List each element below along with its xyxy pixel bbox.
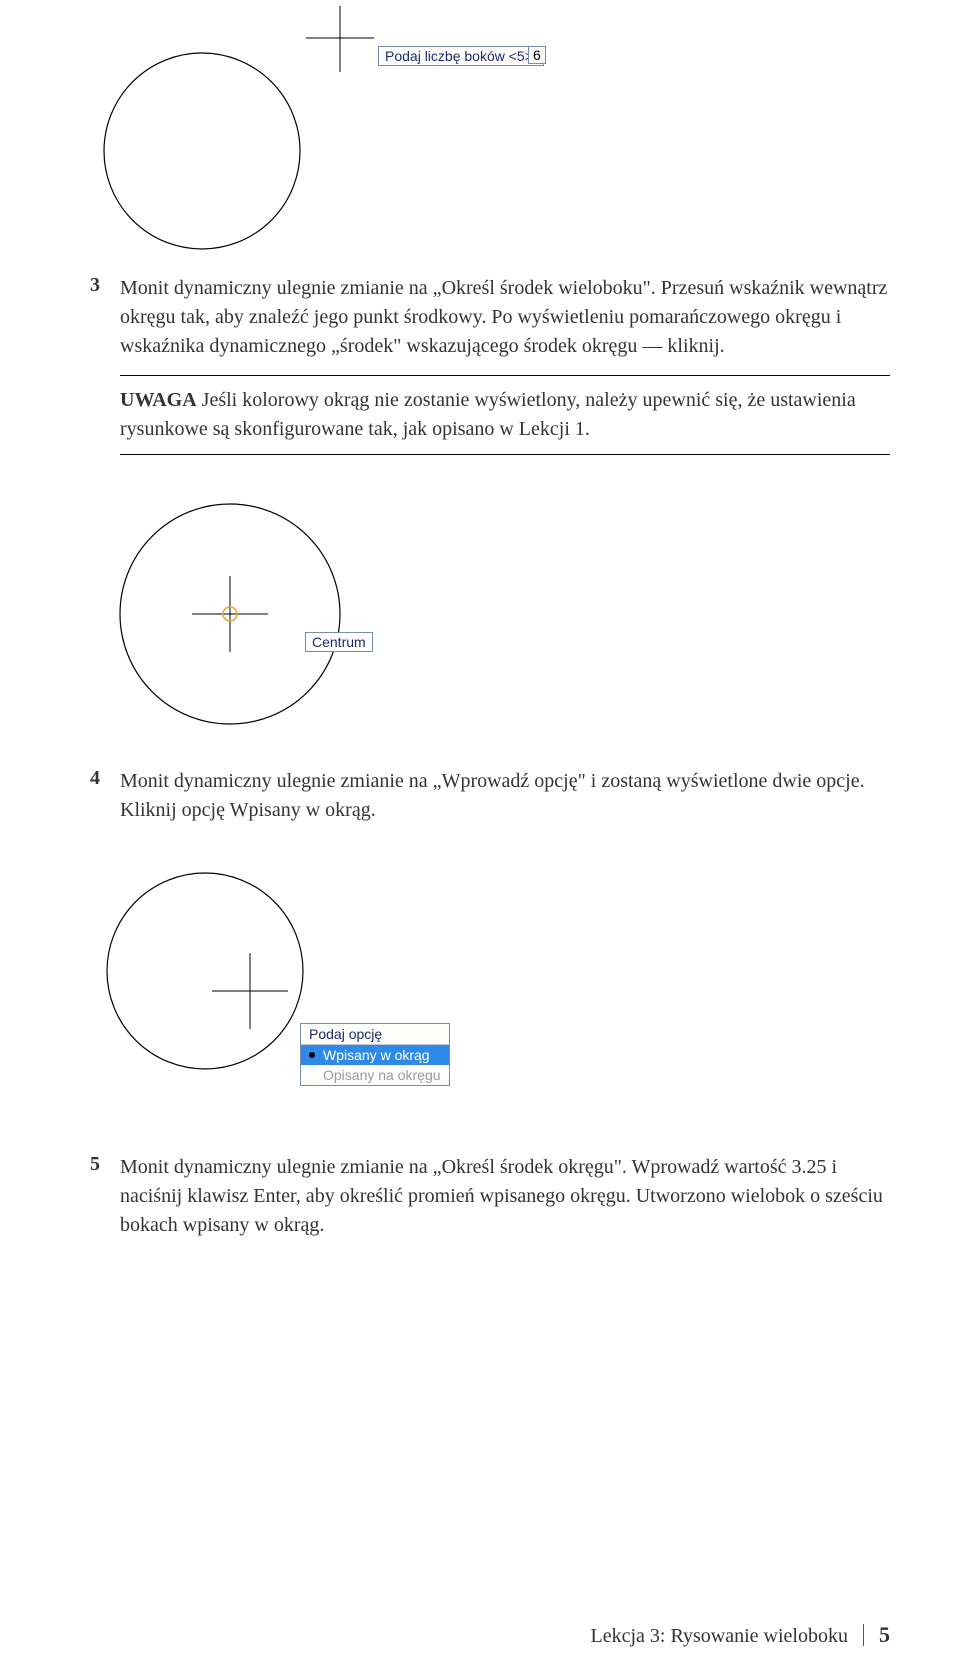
fig3-circle xyxy=(107,873,303,1069)
figure-3-svg xyxy=(90,843,590,1133)
fig3-menu-header: Podaj opcję xyxy=(301,1024,449,1045)
fig1-tooltip: Podaj liczbę boków <5>: xyxy=(378,46,544,66)
note-label: UWAGA xyxy=(120,389,197,411)
figure-2-svg xyxy=(90,469,590,759)
step-4-number: 4 xyxy=(90,767,120,825)
fig3-menu-item-circumscribed[interactable]: Opisany na okręgu xyxy=(301,1065,449,1085)
bullet-icon xyxy=(309,1052,315,1058)
page-footer: Lekcja 3: Rysowanie wieloboku 5 xyxy=(591,1622,890,1648)
fig3-menu-item-inscribed[interactable]: Wpisany w okrąg xyxy=(301,1045,449,1065)
step-5-number: 5 xyxy=(90,1153,120,1240)
figure-3: Podaj opcję Wpisany w okrąg Opisany na o… xyxy=(90,843,890,1133)
fig1-input[interactable]: 6 xyxy=(528,46,546,64)
fig2-tooltip: Centrum xyxy=(305,632,373,652)
footer-title: Lekcja 3: Rysowanie wieloboku xyxy=(591,1625,848,1647)
note-box: UWAGA Jeśli kolorowy okrąg nie zostanie … xyxy=(120,375,890,455)
note-text: Jeśli kolorowy okrąg nie zostanie wyświe… xyxy=(120,389,856,440)
footer-page-number: 5 xyxy=(879,1622,890,1647)
fig3-crosshair xyxy=(212,953,288,1029)
step-5: 5 Monit dynamiczny ulegnie zmianie na „O… xyxy=(90,1153,890,1240)
step-5-text: Monit dynamiczny ulegnie zmianie na „Okr… xyxy=(120,1153,890,1240)
step-3: 3 Monit dynamiczny ulegnie zmianie na „O… xyxy=(90,274,890,361)
figure-1-svg xyxy=(90,6,590,266)
figure-1: Podaj liczbę boków <5>: 6 xyxy=(90,6,890,266)
fig1-circle xyxy=(104,53,300,249)
fig3-menu-item-1-label: Opisany na okręgu xyxy=(323,1067,441,1083)
step-3-text: Monit dynamiczny ulegnie zmianie na „Okr… xyxy=(120,274,890,361)
fig3-option-menu: Podaj opcję Wpisany w okrąg Opisany na o… xyxy=(300,1023,450,1086)
footer-separator xyxy=(863,1624,864,1646)
step-4: 4 Monit dynamiczny ulegnie zmianie na „W… xyxy=(90,767,890,825)
fig2-crosshair xyxy=(192,576,268,652)
fig1-crosshair xyxy=(306,6,374,72)
figure-2: Centrum xyxy=(90,469,890,759)
step-4-text: Monit dynamiczny ulegnie zmianie na „Wpr… xyxy=(120,767,890,825)
step-3-number: 3 xyxy=(90,274,120,361)
fig3-menu-item-0-label: Wpisany w okrąg xyxy=(323,1047,430,1063)
